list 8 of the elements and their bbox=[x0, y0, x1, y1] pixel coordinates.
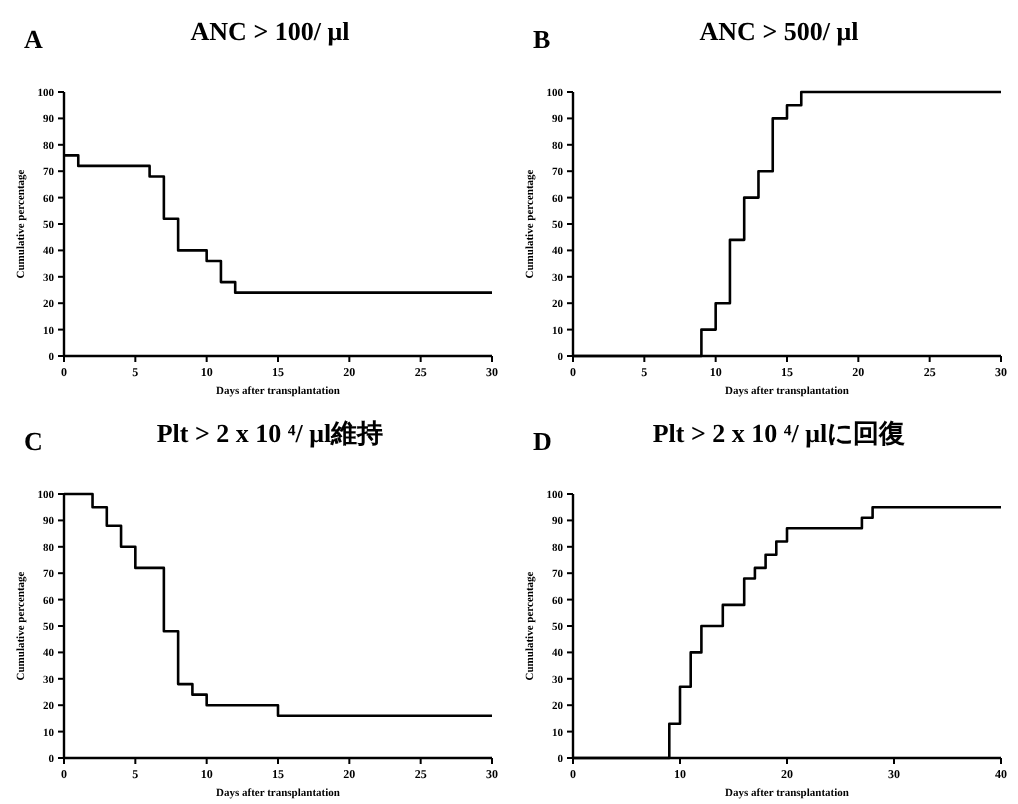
chart-title: ANC > 500/ μl bbox=[699, 16, 860, 46]
text: A bbox=[24, 24, 44, 54]
chart-title: Plt > 2 x 10 ⁴/ μl維持 bbox=[156, 418, 384, 448]
text: B bbox=[533, 24, 551, 54]
text: D bbox=[533, 426, 552, 456]
chart-title: Plt > 2 x 10 ⁴/ μlに回復 bbox=[652, 418, 906, 448]
chart-title: ANC > 100/ μl bbox=[190, 16, 351, 46]
text: C bbox=[24, 426, 43, 456]
